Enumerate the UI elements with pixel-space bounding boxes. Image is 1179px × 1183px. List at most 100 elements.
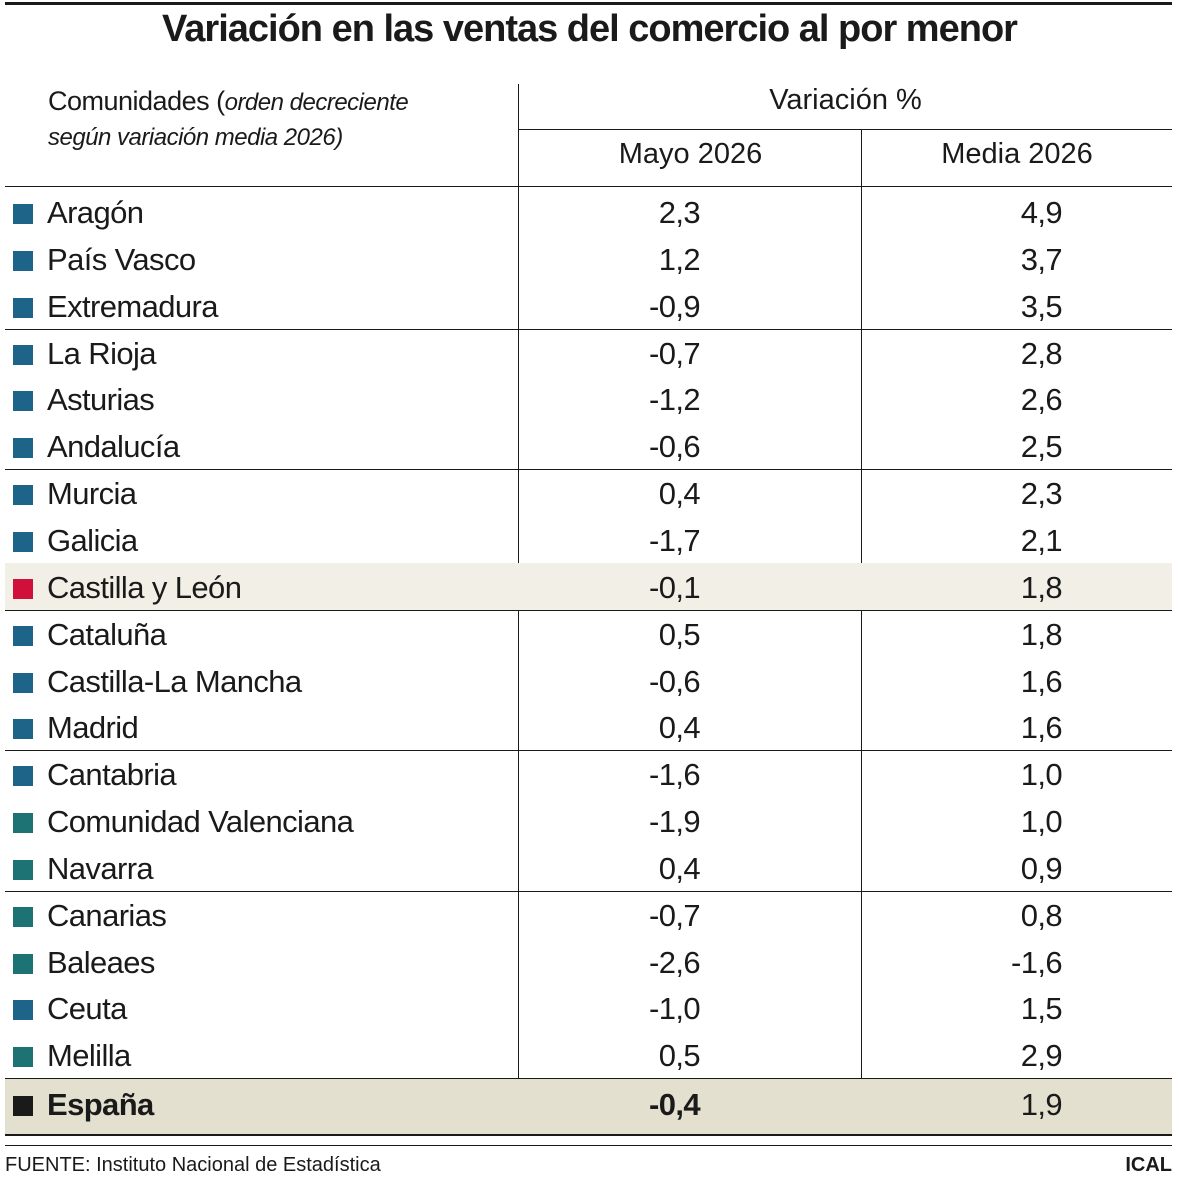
header-col: Mayo 2026	[618, 138, 763, 170]
header-rule	[519, 129, 1172, 130]
header-group: Variación %	[769, 84, 922, 116]
cell-media: 1,0	[1020, 757, 1063, 793]
header-label: Comunidades (	[48, 86, 225, 116]
header-note: según variación media 2026)	[48, 124, 343, 151]
row-name: País Vasco	[47, 241, 196, 277]
column-divider	[861, 130, 862, 1136]
cell-mayo: -0,1	[648, 569, 701, 605]
row-name: Extremadura	[47, 288, 218, 324]
row-name: Murcia	[47, 476, 137, 512]
color-marker	[13, 297, 33, 318]
color-marker	[13, 906, 33, 927]
cell-mayo: -2,6	[648, 944, 701, 980]
row-name: Melilla	[47, 1038, 131, 1074]
row-name: Castilla y León	[47, 569, 242, 605]
color-marker	[13, 1000, 33, 1021]
color-marker	[13, 438, 33, 459]
group-rule	[5, 750, 1172, 751]
cell-media: 1,6	[1020, 663, 1063, 699]
group-rule	[5, 329, 1172, 330]
cell-mayo: 2,3	[658, 195, 701, 230]
color-marker	[13, 766, 33, 787]
cell-mayo: 0,5	[658, 616, 701, 652]
cell-mayo: 0,4	[658, 476, 701, 512]
row-name: Ceuta	[47, 991, 127, 1027]
cell-mayo: -1,6	[648, 757, 701, 793]
cell-mayo: -1,0	[648, 991, 701, 1027]
row-name: España	[47, 1087, 154, 1123]
cell-media: 2,9	[1020, 1038, 1063, 1074]
row-name: Aragón	[47, 195, 144, 230]
color-marker	[13, 391, 33, 412]
group-rule	[5, 469, 1172, 470]
color-marker	[13, 485, 33, 506]
cell-media: -1,6	[1010, 944, 1063, 980]
color-marker	[13, 625, 33, 646]
cell-media: 1,0	[1020, 804, 1063, 840]
cell-media: 3,7	[1020, 241, 1063, 277]
color-marker	[13, 250, 33, 271]
cell-mayo: 1,2	[658, 241, 701, 277]
cell-mayo: -0,4	[648, 1087, 701, 1123]
header-communities: Comunidades (orden decreciente	[48, 86, 409, 117]
color-marker	[13, 719, 33, 740]
cell-media: 1,8	[1020, 616, 1063, 652]
row-name: Madrid	[47, 710, 139, 746]
cell-mayo: 0,4	[658, 850, 701, 886]
cell-media: 1,8	[1020, 569, 1063, 605]
cell-mayo: -1,2	[648, 382, 701, 418]
color-marker	[13, 859, 33, 880]
row-highlight	[5, 562, 1172, 611]
row-name: Cantabria	[47, 757, 177, 793]
color-marker	[13, 531, 33, 552]
color-marker	[13, 813, 33, 834]
brand: ICAL	[1125, 1154, 1172, 1176]
cell-mayo: -0,7	[648, 335, 701, 371]
cell-media: 2,3	[1020, 476, 1063, 512]
row-name: Canarias	[47, 897, 167, 933]
color-marker	[13, 1096, 33, 1117]
row-name: Andalucía	[47, 429, 180, 465]
row-name: La Rioja	[47, 335, 157, 371]
row-name: Asturias	[47, 382, 155, 418]
color-marker	[13, 672, 33, 693]
row-name: Castilla-La Mancha	[47, 663, 302, 699]
row-name: Navarra	[47, 850, 154, 886]
row-name: Comunidad Valenciana	[47, 804, 354, 840]
cell-media: 3,5	[1020, 288, 1063, 324]
cell-mayo: -0,7	[648, 897, 701, 933]
color-marker	[13, 578, 33, 599]
cell-media: 2,5	[1020, 429, 1063, 465]
group-rule	[5, 891, 1172, 892]
cell-media: 2,8	[1020, 335, 1063, 371]
title: Variación en las ventas del comercio al …	[162, 8, 1018, 50]
color-marker	[13, 344, 33, 365]
cell-mayo: -0,9	[648, 288, 701, 324]
cell-media: 1,5	[1020, 991, 1063, 1027]
header-bottom-rule	[5, 186, 1172, 187]
cell-mayo: -1,7	[648, 522, 701, 558]
cell-media: 4,9	[1020, 195, 1063, 230]
total-band	[5, 1079, 1172, 1134]
row-name: Galicia	[47, 522, 138, 558]
color-marker	[13, 953, 33, 974]
cell-media: 1,6	[1020, 710, 1063, 746]
source: FUENTE: Instituto Nacional de Estadístic…	[5, 1154, 381, 1176]
cell-media: 2,6	[1020, 382, 1063, 418]
cell-mayo: -0,6	[648, 663, 701, 699]
group-rule	[5, 610, 1172, 611]
color-marker	[13, 1047, 33, 1068]
cell-mayo: -0,6	[648, 429, 701, 465]
header-note: orden decreciente	[224, 89, 409, 116]
cell-media: 0,9	[1020, 850, 1063, 886]
total-rule	[5, 1078, 1172, 1079]
header-col: Media 2026	[941, 138, 1093, 170]
row-name: Baleaes	[47, 944, 155, 980]
bottom-rule	[5, 1134, 1172, 1136]
cell-mayo: -1,9	[648, 804, 701, 840]
bottom-rule	[5, 1145, 1172, 1146]
cell-mayo: 0,4	[658, 710, 701, 746]
cell-media: 2,1	[1020, 522, 1063, 558]
cell-media: 1,9	[1020, 1087, 1063, 1123]
